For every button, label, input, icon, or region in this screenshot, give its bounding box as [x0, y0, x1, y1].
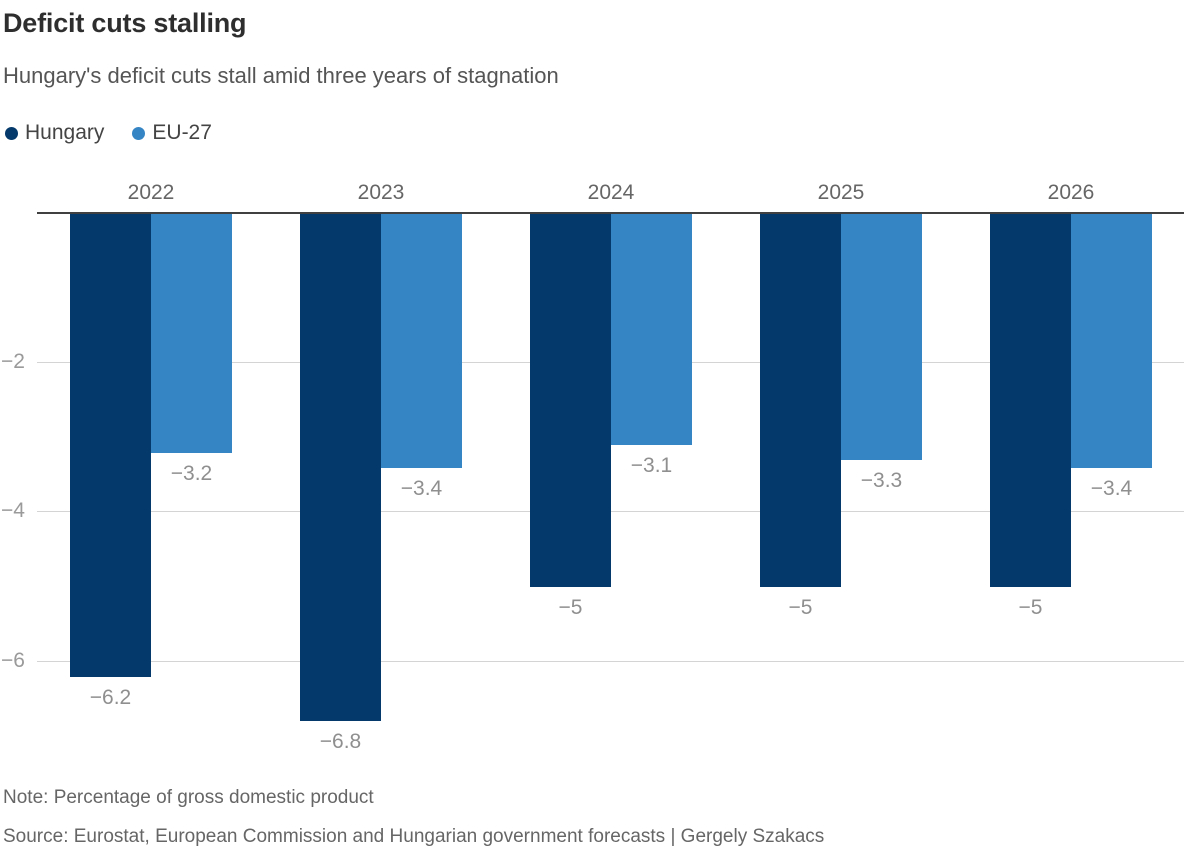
bar-hungary-2025	[760, 214, 841, 587]
bar-hungary-2022	[70, 214, 151, 677]
bar-value-label: −5	[1018, 596, 1043, 619]
bar-hungary-2024	[530, 214, 611, 587]
legend-label-hungary: Hungary	[25, 121, 105, 144]
bar-value-label: −6.2	[89, 686, 132, 709]
bar-value-label: −5	[558, 596, 583, 619]
x-tick-label: 2023	[357, 181, 405, 204]
bar-value-label: −3.2	[170, 462, 213, 485]
bar-value-label: −3.3	[860, 469, 903, 492]
y-tick-label: −2	[1, 350, 25, 374]
chart-subtitle: Hungary's deficit cuts stall amid three …	[3, 63, 559, 88]
chart-note: Note: Percentage of gross domestic produ…	[3, 787, 374, 808]
bar-eu-27-2022	[151, 214, 232, 453]
x-tick-label: 2024	[587, 181, 635, 204]
bar-hungary-2026	[990, 214, 1071, 587]
y-tick-label: −6	[1, 648, 25, 672]
legend-label-eu27: EU-27	[152, 121, 212, 144]
bar-value-label: −3.1	[630, 454, 673, 477]
bar-eu-27-2025	[841, 214, 922, 460]
bar-value-label: −5	[788, 596, 813, 619]
bar-eu-27-2026	[1071, 214, 1152, 468]
bar-hungary-2023	[300, 214, 381, 721]
x-tick-label: 2025	[817, 181, 865, 204]
chart-legend: Hungary EU-27	[0, 89, 1184, 145]
bar-value-label: −6.8	[319, 730, 362, 753]
x-tick-label: 2022	[127, 181, 175, 204]
x-tick-label: 2026	[1047, 181, 1095, 204]
bar-eu-27-2024	[611, 214, 692, 445]
chart-source: Source: Eurostat, European Commission an…	[3, 826, 825, 847]
bar-eu-27-2023	[381, 214, 462, 468]
legend-item-hungary: Hungary	[5, 121, 104, 145]
page-title: Deficit cuts stalling	[3, 8, 247, 38]
bar-chart: −2 −4 −6 2022 −6.2 −3.2 2023 −6.8 −3.4 2024 −5 −3.1…	[0, 159, 1184, 779]
legend-dot-hungary-icon	[5, 126, 18, 140]
x-axis-line	[37, 212, 1184, 214]
legend-dot-eu27-icon	[132, 126, 146, 140]
bar-value-label: −3.4	[400, 477, 443, 500]
bar-value-label: −3.4	[1090, 477, 1133, 500]
y-tick-label: −4	[1, 499, 25, 523]
gridline	[37, 660, 1184, 662]
legend-item-eu27: EU-27	[132, 121, 212, 145]
